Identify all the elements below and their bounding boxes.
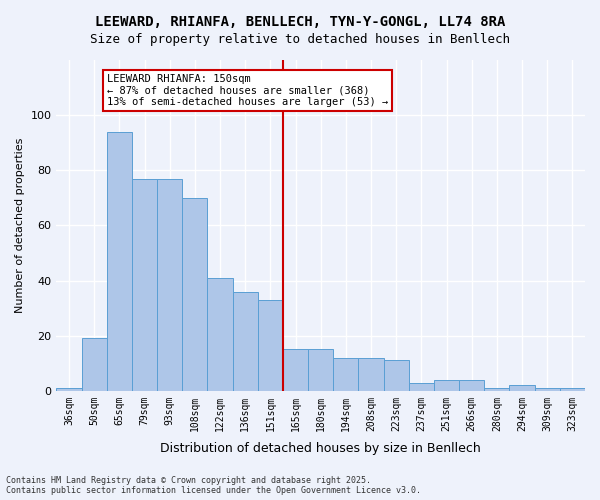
Bar: [56, 388, 82, 391]
Bar: [535, 388, 560, 391]
Bar: [208, 278, 233, 391]
Bar: [434, 380, 459, 391]
Text: LEEWARD RHIANFA: 150sqm
← 87% of detached houses are smaller (368)
13% of semi-d: LEEWARD RHIANFA: 150sqm ← 87% of detache…: [107, 74, 388, 107]
Bar: [82, 338, 107, 391]
Bar: [333, 358, 358, 391]
Bar: [484, 388, 509, 391]
Bar: [107, 132, 132, 391]
Bar: [308, 350, 333, 391]
Bar: [560, 388, 585, 391]
Bar: [283, 350, 308, 391]
Bar: [509, 386, 535, 391]
Bar: [233, 292, 258, 391]
Text: Contains HM Land Registry data © Crown copyright and database right 2025.
Contai: Contains HM Land Registry data © Crown c…: [6, 476, 421, 495]
Bar: [258, 300, 283, 391]
Bar: [358, 358, 383, 391]
Y-axis label: Number of detached properties: Number of detached properties: [15, 138, 25, 313]
Text: Size of property relative to detached houses in Benllech: Size of property relative to detached ho…: [90, 32, 510, 46]
Bar: [383, 360, 409, 391]
Text: LEEWARD, RHIANFA, BENLLECH, TYN-Y-GONGL, LL74 8RA: LEEWARD, RHIANFA, BENLLECH, TYN-Y-GONGL,…: [95, 15, 505, 29]
Bar: [459, 380, 484, 391]
Bar: [157, 178, 182, 391]
Bar: [132, 178, 157, 391]
Bar: [409, 382, 434, 391]
Bar: [182, 198, 208, 391]
X-axis label: Distribution of detached houses by size in Benllech: Distribution of detached houses by size …: [160, 442, 481, 455]
